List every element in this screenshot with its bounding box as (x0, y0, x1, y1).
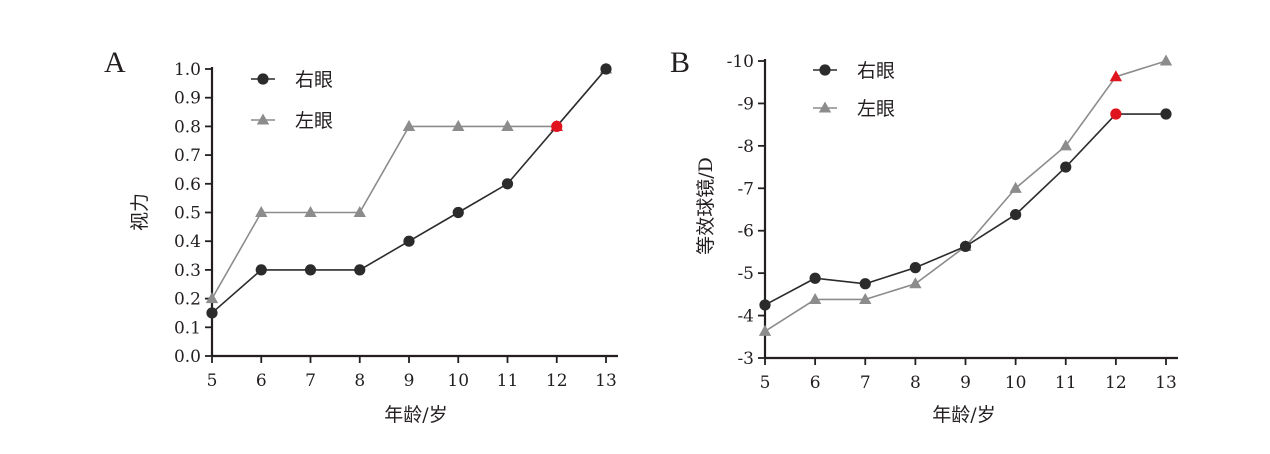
panel-b: B 年龄/岁 等效球镜/D -3 -4 -5 -6 -7 -8 -9 -10 5 6 7 8 9 10 11… (670, 46, 1178, 426)
panel-b-left-eye-point (1009, 181, 1022, 193)
panel-b-right-eye-point (1160, 108, 1172, 120)
panel-b-right-eye-point (1110, 108, 1122, 120)
panel-b-y-tick-label: -10 (727, 52, 754, 72)
panel-b-x-tick-label: 6 (810, 373, 821, 393)
panel-b-left-eye-point (1159, 54, 1173, 66)
panel-b-y-tick-label: -8 (737, 137, 754, 157)
panel-a-legend-right-eye-marker (257, 73, 269, 85)
panel-a-x-tick-label: 8 (354, 371, 365, 391)
panel-a-right-eye-point (403, 235, 415, 247)
panel-b-y-tick-label: -7 (737, 179, 754, 199)
panel-a-x-tick-label: 12 (546, 371, 568, 391)
panel-a-left-eye-point (353, 206, 366, 218)
panel-b-y-tick-label: -3 (737, 349, 754, 369)
panel-b-left-eye-point (1059, 139, 1072, 151)
panel-b-right-eye-point (909, 262, 921, 274)
panel-b-right-eye-point (959, 240, 972, 253)
panel-a-y-tick-label: 0.9 (174, 89, 201, 109)
panel-b-legend-right-eye-label: 右眼 (857, 60, 895, 82)
panel-b-x-tick-label: 8 (910, 373, 921, 393)
panel-a-right-eye-point (304, 264, 317, 276)
panel-a-x-tick-label: 5 (207, 371, 218, 391)
panel-b-right-eye-point (809, 272, 821, 284)
panel-b-left-eye-point (808, 292, 822, 304)
panel-a-left-eye-point (452, 119, 465, 131)
panel-a-y-axis-title: 视力 (129, 193, 151, 231)
panel-a-right-eye-point (206, 307, 218, 319)
panel-a-letter: A (104, 46, 126, 79)
panel-b-x-tick-label: 11 (1055, 373, 1077, 393)
panel-a: A 年龄/岁 视力 0.0 0.1 0.2 0.3 0.4 0.5 0.6 0.7 0.8 0.9… (104, 46, 618, 426)
panel-b-legend-left-eye-label: 左眼 (857, 98, 895, 120)
panel-a-left-eye-point (501, 119, 514, 131)
panel-a-x-tick-label: 10 (447, 371, 469, 391)
panel-b-y-tick-label: -4 (737, 307, 754, 327)
panel-b-x-axis-title: 年龄/岁 (932, 404, 995, 426)
panel-b-y-axis-title: 等效球镜/D (695, 157, 717, 255)
panel-b-x-tick-label: 7 (860, 373, 871, 393)
panel-a-y-tick-label: 0.6 (174, 175, 201, 195)
panel-a-x-tick-label: 13 (595, 371, 617, 391)
panel-a-y-tick-label: 0.3 (174, 261, 201, 281)
panel-a-y-tick-label: 0.7 (174, 146, 201, 166)
panel-b-legend-right-eye-marker (819, 64, 831, 76)
panel-b-left-eye-point (1109, 70, 1123, 82)
panel-a-right-eye-point (551, 120, 563, 132)
panel-b-right-eye-point (1010, 208, 1022, 221)
panel-a-x-axis-title: 年龄/岁 (384, 404, 447, 426)
panel-b-x-tick-label: 12 (1105, 373, 1127, 393)
panel-b-letter: B (670, 46, 690, 79)
panel-b-y-tick-label: -6 (737, 222, 754, 242)
panel-b-left-eye-point (758, 324, 772, 336)
panel-b-y-tick-label: -9 (737, 94, 754, 114)
panel-b-x-tick-label: 10 (1005, 373, 1027, 393)
panel-a-y-tick-label: 0.4 (174, 232, 201, 252)
panel-a-left-eye-point (402, 119, 416, 131)
panel-a-y-tick-label: 0.8 (174, 117, 201, 137)
panel-b-x-tick-label: 9 (960, 373, 971, 393)
panel-b-x-tick-label: 5 (760, 373, 771, 393)
panel-a-y-tick-label: 0.0 (174, 347, 201, 367)
panel-b-y-tick-label: -5 (737, 264, 754, 284)
panel-a-x-tick-label: 9 (404, 371, 415, 391)
panel-a-y-tick-label: 0.5 (174, 204, 201, 224)
panel-b-right-eye-point (859, 278, 871, 290)
panel-a-left-eye-point (255, 206, 268, 218)
panel-a-right-eye-point (354, 264, 366, 276)
panel-a-x-tick-label: 11 (497, 371, 519, 391)
panel-b-right-eye-point (1060, 161, 1072, 173)
panel-a-x-tick-label: 7 (305, 371, 316, 391)
panel-a-right-eye-point (452, 206, 464, 219)
panel-a-left-eye-point (304, 206, 317, 218)
panel-a-y-tick-label: 1.0 (174, 60, 201, 80)
panel-a-right-eye-point (255, 264, 267, 276)
panel-a-left-eye-point (205, 292, 219, 304)
panel-b-left-eye-point (859, 292, 872, 304)
panel-b-right-eye-point (759, 299, 771, 311)
panel-a-right-eye-point (600, 63, 612, 75)
panel-a-legend-left-eye-label: 左眼 (295, 110, 333, 132)
panel-a-right-eye-point (501, 178, 514, 190)
panel-a-legend-left-eye-marker (256, 113, 270, 125)
panel-b-legend-left-eye-marker (818, 101, 832, 113)
panel-a-legend-right-eye-label: 右眼 (295, 69, 333, 91)
panel-a-y-tick-label: 0.2 (174, 290, 201, 310)
panel-b-x-tick-label: 13 (1155, 373, 1177, 393)
panel-a-x-tick-label: 6 (256, 371, 267, 391)
panel-b-left-eye-point (909, 277, 922, 289)
panel-a-y-tick-label: 0.1 (174, 318, 201, 338)
